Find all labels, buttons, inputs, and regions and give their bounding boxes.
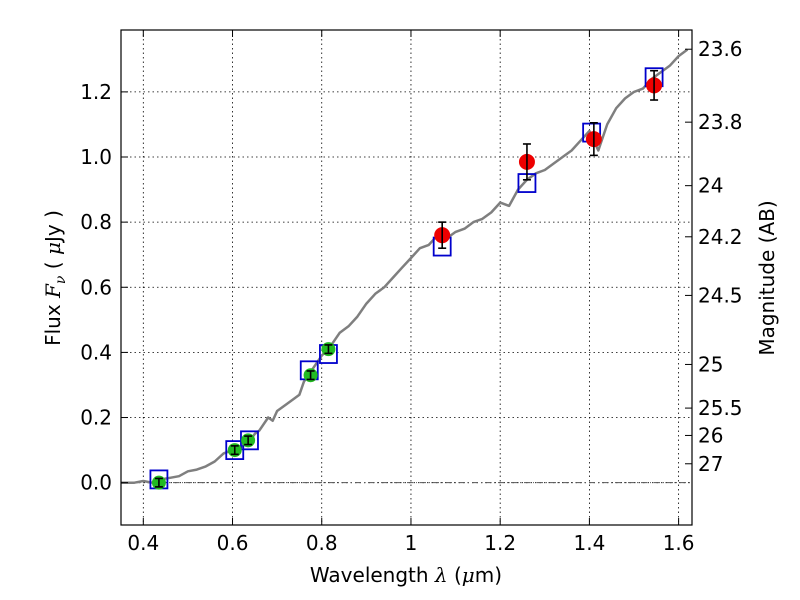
mag-tick-label: 23.6 bbox=[698, 37, 743, 61]
mag-tick-label: 24.2 bbox=[698, 225, 743, 249]
x-tick-label: 1.2 bbox=[484, 531, 516, 555]
model-box bbox=[240, 430, 259, 451]
photometry-points bbox=[151, 77, 663, 490]
x-tick-labels: 0.4 0.6 0.8 1 1.2 1.4 1.6 bbox=[127, 531, 694, 555]
y-tick-label: 0.6 bbox=[80, 275, 112, 299]
mag-tick-label: 23.8 bbox=[698, 110, 743, 134]
mag-tick-label: 25.5 bbox=[698, 396, 743, 420]
model-boxes bbox=[149, 67, 664, 490]
y-axis-title: Flux Fν ( μJy ) bbox=[41, 210, 69, 346]
y-tick-label: 1.2 bbox=[80, 80, 112, 104]
axis-ticks bbox=[121, 30, 692, 525]
x-tick-label: 0.4 bbox=[127, 531, 159, 555]
y-tick-label: 0.8 bbox=[80, 210, 112, 234]
right-axis-title: Magnitude (AB) bbox=[755, 200, 779, 355]
error-bars bbox=[154, 69, 659, 488]
y-tick-label: 0.0 bbox=[80, 471, 112, 495]
x-tick-label: 0.8 bbox=[306, 531, 338, 555]
y-tick-label: 1.0 bbox=[80, 145, 112, 169]
y-tick-label: 0.4 bbox=[80, 340, 112, 364]
mag-tick-label: 26 bbox=[698, 423, 723, 447]
magnitude-tick-labels: 23.6 23.8 24 24.2 24.5 25 25.5 26 27 bbox=[698, 37, 743, 476]
x-axis-title: Wavelength λ (μm) bbox=[310, 563, 502, 587]
x-tick-label: 1.6 bbox=[663, 531, 695, 555]
x-tick-label: 1.4 bbox=[573, 531, 605, 555]
y-tick-labels: 0.0 0.2 0.4 0.6 0.8 1.0 1.2 bbox=[80, 80, 112, 495]
mag-tick-label: 24.5 bbox=[698, 283, 743, 307]
y-tick-label: 0.2 bbox=[80, 406, 112, 430]
plot-frame bbox=[120, 29, 693, 526]
x-tick-label: 1 bbox=[405, 531, 418, 555]
grid-lines bbox=[121, 30, 692, 525]
mag-tick-label: 27 bbox=[698, 452, 723, 476]
mag-tick-label: 25 bbox=[698, 352, 723, 376]
mag-tick-label: 24 bbox=[698, 174, 723, 198]
model-spectrum-line bbox=[121, 48, 689, 484]
x-tick-label: 0.6 bbox=[217, 531, 249, 555]
